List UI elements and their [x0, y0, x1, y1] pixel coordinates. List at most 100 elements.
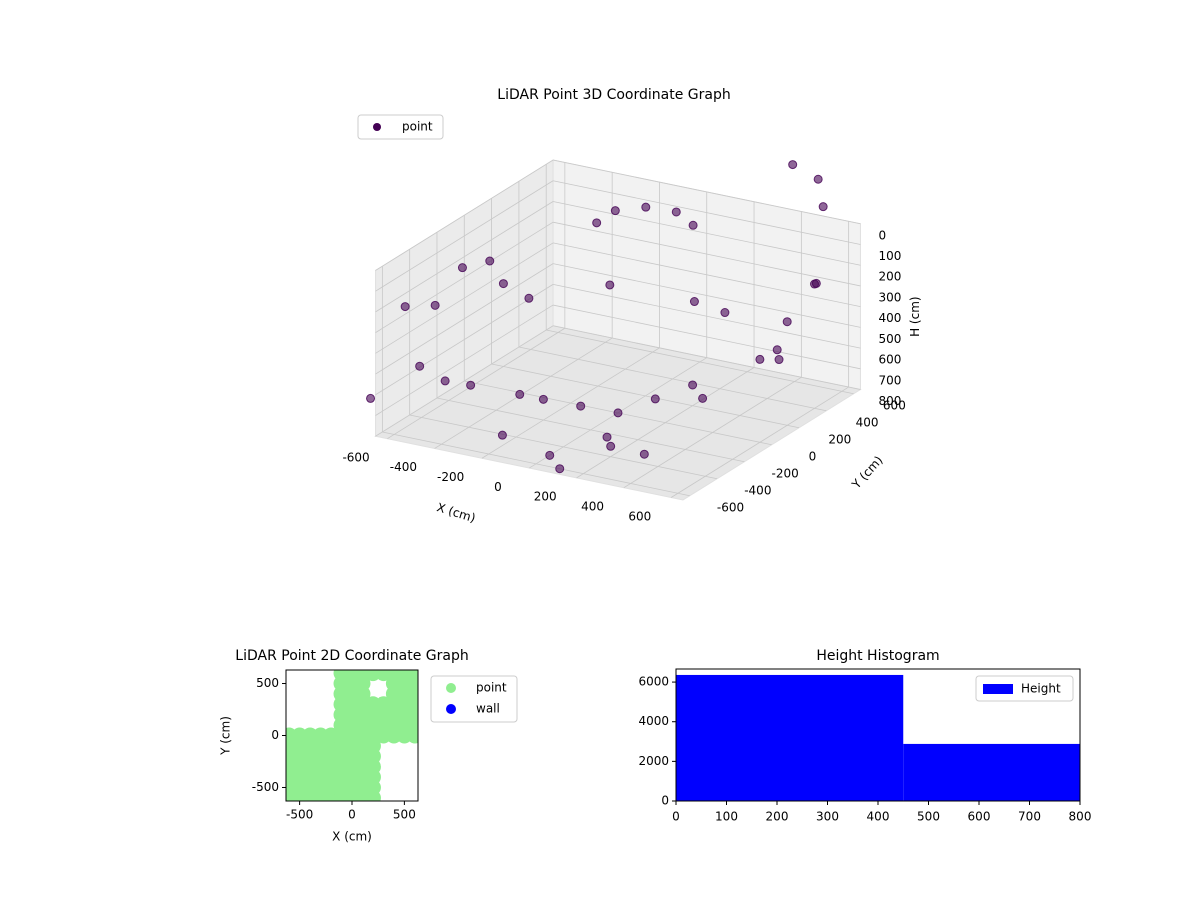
- legend-label: Height: [1021, 682, 1061, 696]
- y-tick-label: -600: [717, 501, 744, 515]
- grid-line: [552, 325, 861, 390]
- z-tick-label: 0: [878, 228, 886, 242]
- y-tick-label: 400: [856, 416, 879, 430]
- legend-label: wall: [476, 702, 500, 716]
- data-point: [689, 297, 699, 307]
- data-point: [774, 355, 784, 365]
- x-tick-label: 700: [1018, 810, 1041, 824]
- data-point: [430, 300, 440, 310]
- data-point: [606, 441, 616, 451]
- data-point: [605, 280, 615, 290]
- legend-label: point: [402, 120, 433, 134]
- z-tick-label: 700: [878, 373, 901, 387]
- plot-area: [286, 670, 418, 801]
- x-tick-label: -200: [437, 470, 464, 484]
- legend-marker: [373, 123, 381, 131]
- y-tick-label: 500: [256, 676, 279, 690]
- data-point: [788, 160, 798, 170]
- bar: [676, 674, 904, 801]
- grid-line: [375, 325, 554, 437]
- data-point: [650, 394, 660, 404]
- x-tick-label: 200: [766, 810, 789, 824]
- x-tick-label: -400: [390, 460, 417, 474]
- data-point: [811, 278, 821, 288]
- grid-line: [552, 304, 861, 370]
- x-tick-label: 600: [968, 810, 991, 824]
- data-point: [698, 393, 708, 403]
- y-tick-label: 0: [661, 794, 669, 808]
- grid-line: [552, 263, 861, 328]
- data-point: [457, 263, 467, 273]
- data-point: [688, 380, 698, 390]
- bar: [903, 743, 1080, 801]
- legend-box: [975, 675, 1074, 702]
- x-tick-label: -500: [286, 808, 313, 822]
- x-tick-label: -600: [342, 450, 369, 464]
- z-tick-label: 800: [878, 394, 901, 408]
- data-point: [400, 302, 410, 312]
- data-point: [497, 430, 507, 440]
- data-point: [813, 174, 823, 184]
- grid-line: [375, 242, 554, 354]
- x-tick-label: 400: [867, 810, 890, 824]
- data-point: [545, 450, 555, 460]
- chart-title: LiDAR Point 3D Coordinate Graph: [497, 87, 730, 103]
- grid-line: [409, 414, 718, 480]
- x-tick-label: 0: [348, 808, 356, 822]
- x-tick-label: 400: [581, 499, 604, 513]
- z-tick-label: 400: [878, 311, 901, 325]
- x-tick-label: 200: [534, 490, 557, 504]
- grid-line: [552, 159, 861, 225]
- y-tick-label: 0: [809, 450, 817, 464]
- grid-line: [382, 431, 690, 497]
- data-point: [366, 393, 376, 403]
- data-point: [440, 376, 450, 386]
- grid-line: [375, 304, 554, 416]
- z-tick-label: 300: [878, 290, 901, 304]
- y-tick-label: -500: [252, 780, 279, 794]
- z-tick-label: 500: [878, 332, 901, 346]
- data-point: [641, 202, 651, 212]
- y-tick-label: 600: [883, 399, 906, 413]
- x-tick-label: 500: [917, 810, 940, 824]
- data-point: [755, 354, 765, 364]
- legend-marker: [446, 704, 456, 714]
- x-tick-label: 600: [628, 509, 651, 523]
- grid-line: [552, 221, 861, 287]
- data-point: [415, 361, 425, 371]
- data-point: [671, 207, 681, 217]
- data-point: [720, 308, 730, 318]
- data-point: [639, 449, 649, 459]
- x-tick-label: 0: [672, 810, 680, 824]
- data-point: [555, 464, 565, 474]
- grid-line: [375, 263, 554, 375]
- grid-line: [552, 201, 861, 266]
- y-tick-label: 0: [271, 728, 279, 742]
- grid-line: [375, 180, 554, 292]
- grid-line: [552, 283, 861, 349]
- data-point: [524, 293, 534, 303]
- grid-line: [552, 180, 861, 245]
- grid-line: [436, 397, 745, 463]
- data-point: [613, 408, 623, 418]
- data-point: [602, 432, 612, 442]
- z-axis-label: H (cm): [908, 296, 922, 337]
- data-point: [538, 394, 548, 404]
- z-tick-label: 200: [878, 270, 901, 284]
- z-tick-label: 100: [878, 249, 901, 263]
- data-point: [485, 256, 495, 266]
- chart-title: Height Histogram: [816, 648, 939, 664]
- y-tick-label: 200: [828, 433, 851, 447]
- x-tick-label: 0: [494, 480, 502, 494]
- legend-box: [430, 675, 518, 723]
- data-point: [592, 218, 602, 228]
- z-tick-label: 600: [878, 353, 901, 367]
- legend-marker: [983, 684, 1013, 694]
- legend-marker: [446, 683, 456, 693]
- data-point: [782, 317, 792, 327]
- grid-line: [552, 242, 861, 308]
- grid-line: [375, 284, 554, 396]
- legend-box: [357, 114, 444, 140]
- data-point: [610, 206, 620, 216]
- y-tick-label: 4000: [638, 714, 669, 728]
